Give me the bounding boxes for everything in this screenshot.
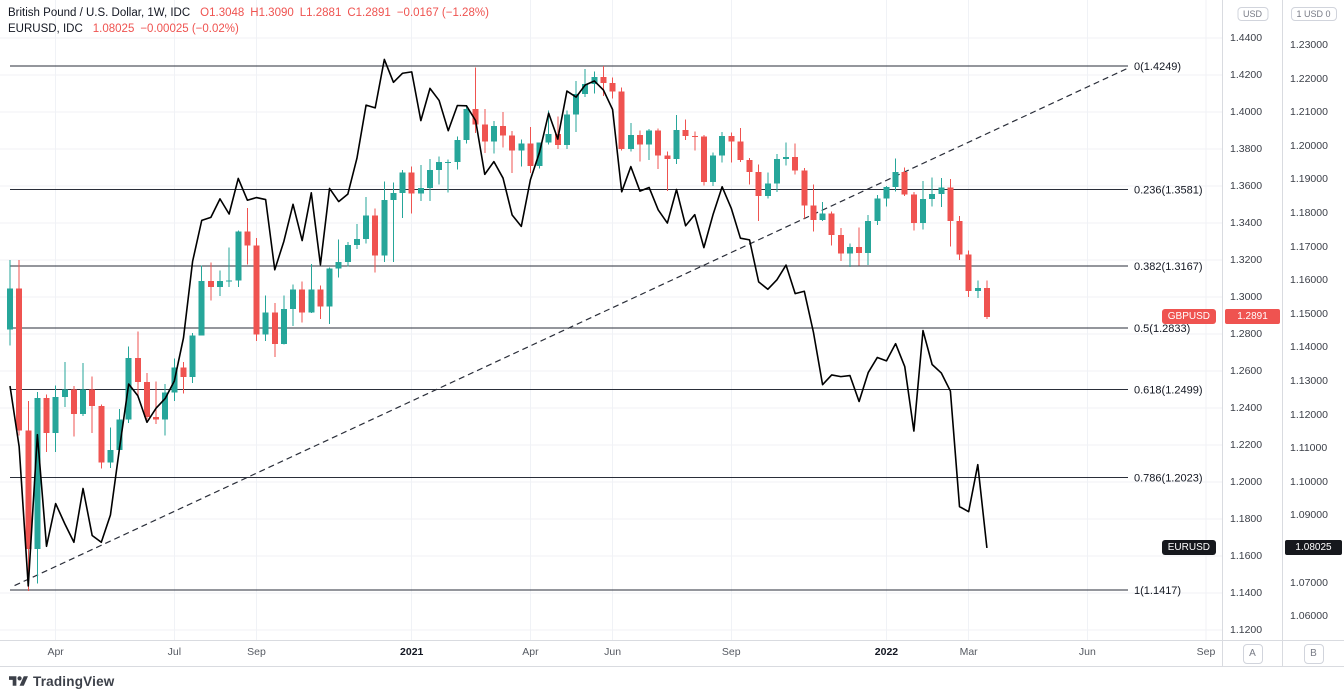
currency-unit-button-a[interactable]: USD — [1236, 7, 1269, 21]
time-tick-label: Sep — [247, 646, 266, 658]
time-tick-label: Apr — [47, 646, 64, 658]
price-tick-label: 1.09000 — [1290, 509, 1328, 522]
bottom-bar-separator — [0, 666, 1344, 667]
price-tick-label: 1.2200 — [1230, 438, 1263, 451]
price-tick-label: 1.2000 — [1230, 475, 1263, 488]
symbol-title: British Pound / U.S. Dollar, 1W, IDC — [8, 7, 191, 19]
price-tick-label: 1.3600 — [1230, 179, 1263, 192]
price-tick-label: 1.13000 — [1290, 374, 1328, 387]
price-tick-label: 1.1400 — [1230, 587, 1263, 599]
svg-text:0.618(1.2499): 0.618(1.2499) — [1134, 385, 1203, 397]
compare-symbol-title: EURUSD, IDC — [8, 23, 83, 35]
price-tick-label: 1.21000 — [1290, 106, 1328, 119]
price-chart-plot[interactable]: 0(1.4249) 0.236(1.3581) 0.382(1.3167) 0.5(1… — [0, 0, 1222, 640]
price-tick-label: 1.23000 — [1290, 39, 1328, 52]
price-tick-label: 1.4000 — [1230, 105, 1263, 118]
price-tick-label: 1.11000 — [1290, 442, 1328, 455]
change-value: −0.0167 (−1.28%) — [396, 7, 489, 19]
eurusd-last-price-badge: 1.08025 — [1285, 540, 1342, 556]
legend-row-eurusd[interactable]: EURUSD, IDC 1.08025 −0.00025 (−0.02%) — [8, 21, 489, 37]
gbpusd-price-flag: GBPUSD — [1161, 309, 1216, 325]
price-tick-label: 1.12000 — [1290, 408, 1328, 421]
svg-text:0.236(1.3581): 0.236(1.3581) — [1134, 184, 1203, 196]
svg-text:1(1.1417): 1(1.1417) — [1134, 585, 1181, 597]
price-tick-label: 1.1800 — [1230, 512, 1263, 525]
compare-last-value: 1.08025 — [92, 23, 135, 35]
price-axis-eurusd[interactable]: 1 USD 0 1.08025 B 1.23000 1.22000 1.21000 1… — [1282, 0, 1344, 666]
price-tick-label: 1.16000 — [1290, 274, 1328, 287]
time-tick-label: Mar — [959, 646, 978, 658]
svg-text:0.786(1.2023): 0.786(1.2023) — [1134, 473, 1203, 485]
time-tick-label: Apr — [522, 646, 539, 658]
price-tick-label: 1.4200 — [1230, 68, 1263, 81]
time-axis-separator — [0, 640, 1344, 641]
price-tick-label: 1.2400 — [1230, 401, 1263, 414]
tradingview-wordmark: TradingView — [33, 674, 115, 689]
price-tick-label: 1.07000 — [1290, 576, 1328, 589]
price-tick-label: 1.10000 — [1290, 475, 1328, 488]
price-tick-label: 1.15000 — [1290, 307, 1328, 320]
chart-legend: British Pound / U.S. Dollar, 1W, IDC O1.3… — [8, 5, 489, 37]
price-tick-label: 1.17000 — [1290, 240, 1328, 253]
ohlc-open: O1.3048 — [200, 7, 245, 19]
tradingview-link[interactable]: TradingView — [9, 674, 114, 689]
price-chart-svg[interactable]: 0(1.4249) 0.236(1.3581) 0.382(1.3167) 0.5(1… — [0, 0, 1222, 640]
price-tick-label: 1.1600 — [1230, 549, 1263, 562]
currency-unit-button-b[interactable]: 1 USD 0 — [1290, 7, 1337, 21]
price-tick-label: 1.2600 — [1230, 364, 1263, 377]
price-tick-label: 1.3000 — [1230, 290, 1263, 303]
time-tick-label: Jun — [604, 646, 622, 658]
price-tick-label: 1.3800 — [1230, 142, 1263, 155]
price-tick-label: 1.1200 — [1230, 624, 1263, 636]
price-tick-label: 1.19000 — [1290, 173, 1328, 186]
price-tick-label: 1.3400 — [1230, 216, 1263, 229]
price-tick-label: 1.06000 — [1290, 610, 1328, 623]
time-tick-label: Sep — [721, 646, 741, 658]
time-tick-label: 2021 — [400, 646, 424, 658]
price-tick-label: 1.14000 — [1290, 341, 1328, 354]
eurusd-price-flag: EURUSD — [1161, 540, 1216, 556]
ohlc-low: L1.2881 — [299, 7, 342, 19]
time-tick-label: 2022 — [874, 646, 899, 658]
price-tick-label: 1.4400 — [1230, 31, 1263, 44]
price-tick-label: 1.18000 — [1290, 206, 1328, 219]
svg-text:0.5(1.2833): 0.5(1.2833) — [1134, 323, 1190, 335]
time-tick-label: Sep — [1196, 646, 1216, 658]
bottom-bar: TradingView — [0, 667, 1344, 698]
tradingview-logo-icon — [9, 674, 28, 689]
price-tick-label: 1.22000 — [1290, 72, 1328, 85]
price-tick-label: 1.3200 — [1230, 253, 1263, 266]
time-tick-label: Jul — [167, 646, 182, 658]
scale-b-button[interactable]: B — [1303, 644, 1324, 664]
svg-text:0(1.4249): 0(1.4249) — [1134, 61, 1181, 73]
price-tick-label: 1.2800 — [1230, 327, 1263, 340]
svg-text:0.382(1.3167): 0.382(1.3167) — [1134, 261, 1203, 273]
price-axis-gbpusd[interactable]: USD 1.2891 A 1.4400 1.4200 1.4000 1.3800 1.3… — [1222, 0, 1282, 666]
compare-change-value: −0.00025 (−0.02%) — [140, 23, 239, 35]
legend-row-gbpusd[interactable]: British Pound / U.S. Dollar, 1W, IDC O1.3… — [8, 5, 489, 21]
time-tick-label: Jun — [1078, 646, 1096, 658]
price-tick-label: 1.20000 — [1290, 139, 1328, 152]
scale-a-button[interactable]: A — [1242, 644, 1263, 664]
ohlc-high: H1.3090 — [250, 7, 294, 19]
gbpusd-last-price-badge: 1.2891 — [1225, 309, 1280, 325]
time-axis[interactable]: Apr Jul Sep 2021 Apr Jun Sep 2022 Mar Jun Sep — [0, 641, 1222, 666]
ohlc-close: C1.2891 — [347, 7, 391, 19]
